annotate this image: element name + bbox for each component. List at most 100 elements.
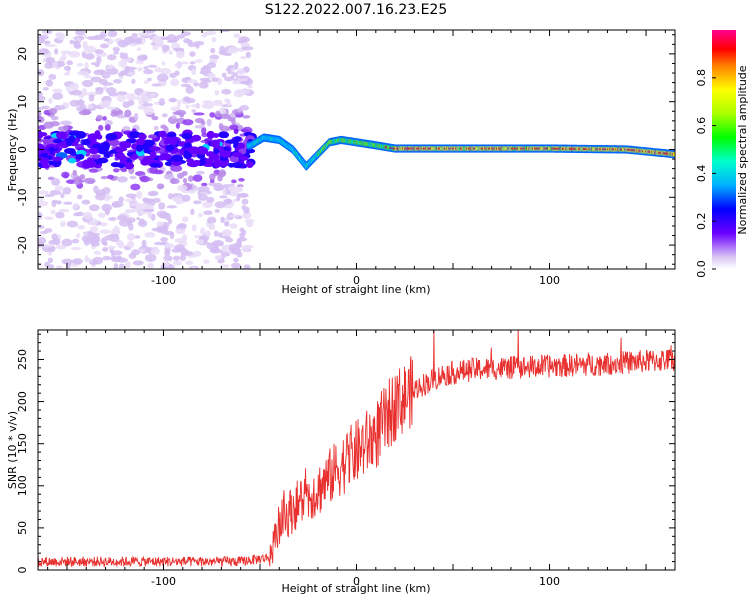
spectrogram-blob — [78, 110, 91, 116]
spectrogram-blob — [68, 135, 76, 143]
spectrogram-blob — [223, 76, 234, 82]
spectrogram-blob — [142, 142, 149, 151]
spectrogram-blob — [72, 169, 77, 176]
spectrogram-blob — [69, 148, 76, 156]
spectrogram-blob — [221, 245, 227, 252]
spectrogram-blob — [112, 168, 120, 173]
spectrogram-blob — [233, 33, 241, 39]
spectrogram-blob — [210, 247, 216, 252]
spectrogram-blob — [221, 88, 232, 95]
spectrogram-blob — [99, 229, 111, 234]
spectrogram-blob — [147, 134, 158, 139]
spectrogram-blob — [117, 39, 129, 48]
spectrogram-blob — [192, 174, 203, 182]
spectrogram-blob — [166, 34, 177, 42]
spectrogram-blob — [218, 50, 229, 56]
spectrogram-blob — [148, 92, 157, 98]
spectrogram-blob — [158, 130, 167, 138]
spectrogram-blob — [76, 106, 84, 112]
spectrogram-blob — [116, 114, 127, 119]
spectrogram-blob — [39, 230, 48, 235]
spectrogram-blob — [149, 146, 161, 152]
spectrogram-blob — [237, 185, 244, 192]
snr-ylabel: SNR (10 * v/v) — [6, 411, 19, 489]
spectrogram-blob — [197, 185, 210, 193]
spectrogram-blob — [60, 50, 72, 55]
spectrogram-blob — [144, 30, 156, 34]
spectrogram-blob — [38, 211, 43, 220]
spectrogram-blob — [38, 69, 45, 77]
spectrogram-blob — [187, 79, 198, 84]
spectrogram-blob — [81, 235, 91, 242]
spectrogram-blob — [176, 99, 182, 108]
spectrogram-blob — [48, 97, 53, 104]
spectrogram-blob — [236, 251, 243, 258]
spectrogram-blob — [220, 171, 226, 176]
spectrogram-blob — [58, 208, 70, 213]
spectrogram-blob — [96, 114, 103, 122]
spectrogram-blob — [150, 213, 156, 221]
spectrogram-ytick-label: 10 — [16, 95, 29, 109]
spectrogram-blob — [127, 72, 136, 76]
colorbar: 0.0 0.2 0.4 0.6 0.8 Normalized spectral ampl… — [695, 30, 749, 278]
spectrogram-blob — [113, 225, 120, 234]
spectrogram-blob — [139, 218, 145, 225]
spectrogram-blob — [61, 238, 73, 247]
spectrogram-blob — [209, 222, 215, 229]
spectrogram-blob — [174, 62, 183, 69]
spectrogram-blob — [149, 151, 157, 159]
spectrogram-blob — [66, 60, 74, 66]
spectrogram-blob — [172, 111, 182, 116]
spectrogram-blob — [75, 130, 87, 139]
spectrogram-blob — [60, 192, 65, 198]
spectrogram-blob — [66, 220, 79, 228]
spectrogram-blob — [44, 193, 55, 198]
spectrogram-blob — [189, 51, 196, 57]
snr-ytick-label: 0 — [16, 567, 29, 574]
spectrogram-blob — [52, 139, 63, 144]
spectrogram-blob — [47, 257, 53, 264]
spectrogram-blob — [176, 34, 186, 39]
snr-xtick-label: -100 — [151, 575, 176, 588]
spectrogram-blob — [200, 120, 206, 126]
spectrogram-blob — [199, 227, 206, 235]
spectrogram-blob — [183, 152, 193, 160]
spectrogram-blob — [242, 126, 253, 134]
spectrogram-blob — [185, 260, 194, 265]
snr-panel: -100 0 100 0 50 100 150 200 250 Height of straig… — [6, 329, 676, 595]
spectrogram-blob — [114, 107, 120, 112]
spectrogram-blob — [84, 75, 92, 79]
spectrogram-blob — [39, 196, 44, 203]
spectrogram-blob — [166, 132, 177, 138]
spectrogram-blob — [144, 253, 157, 262]
spectrogram-blob — [50, 209, 56, 215]
spectrogram-blob — [65, 85, 72, 93]
spectrogram-blob — [165, 144, 175, 152]
spectrogram-ytick-label: -10 — [16, 188, 29, 206]
spectrogram-blob — [73, 212, 80, 217]
spectrogram-ytick-label: 20 — [16, 47, 29, 61]
spectrogram-blob — [42, 86, 49, 91]
spectrogram-blob — [56, 32, 66, 41]
spectrogram-blob — [220, 252, 231, 257]
spectrogram-blob — [73, 137, 81, 143]
spectrogram-blob — [225, 139, 238, 144]
spectrogram-blob — [41, 244, 53, 248]
spectrogram-blob — [73, 40, 81, 48]
spectrogram-blob — [194, 235, 201, 239]
spectrogram-blob — [84, 177, 96, 185]
spectrogram-blob — [75, 233, 81, 239]
spectrogram-blob — [87, 104, 94, 109]
spectrogram-blob — [108, 234, 120, 243]
snr-ytick-label: 200 — [16, 391, 29, 412]
spectrogram-blob — [164, 161, 173, 167]
spectrogram-blob — [103, 152, 111, 159]
spectrogram-blob — [176, 200, 182, 205]
spectrogram-blob — [231, 162, 244, 169]
spectrogram-blob — [44, 261, 50, 268]
spectrogram-blob — [246, 221, 254, 228]
spectrogram-blob — [93, 250, 102, 255]
spectrogram-blob — [38, 95, 46, 102]
spectrogram-blob — [43, 40, 51, 45]
